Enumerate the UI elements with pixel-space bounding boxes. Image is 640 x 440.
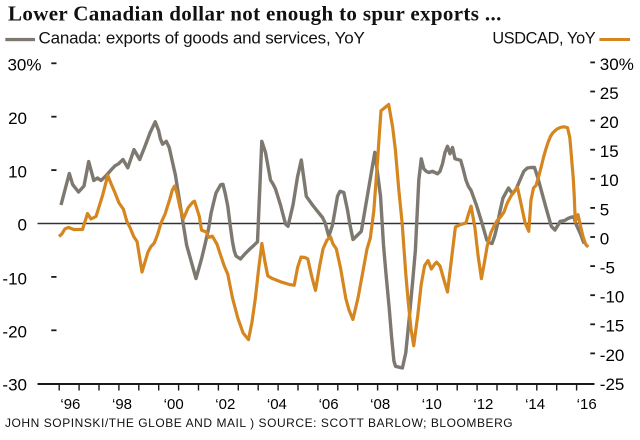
svg-text:‘98: ‘98 — [112, 396, 132, 413]
svg-text:‘16: ‘16 — [577, 396, 597, 413]
svg-text:-20: -20 — [2, 323, 27, 342]
svg-text:Canada: exports of goods and s: Canada: exports of goods and services, Y… — [39, 29, 365, 48]
svg-text:0: 0 — [18, 215, 27, 234]
svg-text:20: 20 — [600, 113, 619, 132]
svg-text:-15: -15 — [600, 317, 625, 336]
svg-text:‘06: ‘06 — [319, 396, 339, 413]
svg-text:‘12: ‘12 — [473, 396, 493, 413]
svg-text:‘00: ‘00 — [164, 396, 184, 413]
svg-text:‘08: ‘08 — [370, 396, 390, 413]
svg-text:‘02: ‘02 — [215, 396, 235, 413]
svg-text:-25: -25 — [600, 375, 625, 394]
svg-text:-30: -30 — [2, 376, 27, 395]
svg-text:-5: -5 — [600, 259, 615, 278]
svg-text:15: 15 — [600, 142, 619, 161]
svg-text:Lower Canadian dollar not enou: Lower Canadian dollar not enough to spur… — [8, 2, 502, 26]
svg-text:JOHN SOPINSKI/THE GLOBE AND MA: JOHN SOPINSKI/THE GLOBE AND MAIL ) SOURC… — [5, 416, 513, 430]
svg-text:20: 20 — [8, 109, 27, 128]
svg-text:30%: 30% — [600, 55, 634, 74]
svg-text:‘14: ‘14 — [525, 396, 545, 413]
svg-text:10: 10 — [8, 163, 27, 182]
svg-text:0: 0 — [600, 229, 609, 248]
svg-text:25: 25 — [600, 84, 619, 103]
svg-text:30%: 30% — [7, 56, 41, 75]
svg-text:‘10: ‘10 — [422, 396, 442, 413]
svg-text:5: 5 — [600, 200, 609, 219]
svg-text:10: 10 — [600, 171, 619, 190]
svg-text:‘96: ‘96 — [60, 396, 80, 413]
svg-text:-10: -10 — [600, 288, 625, 307]
svg-text:-20: -20 — [600, 346, 625, 365]
svg-text:USDCAD, YoY: USDCAD, YoY — [492, 30, 595, 48]
svg-text:‘04: ‘04 — [267, 396, 287, 413]
svg-text:-10: -10 — [2, 269, 27, 288]
